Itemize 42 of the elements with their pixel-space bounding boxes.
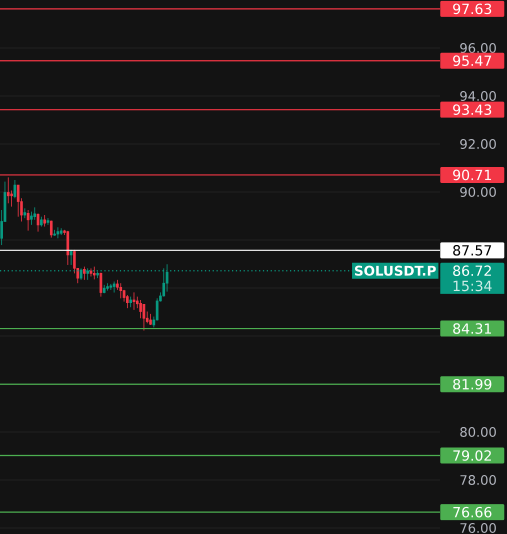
candlestick [36,212,40,232]
candlestick [132,292,136,310]
candlestick [16,184,20,218]
y-tick-label: 94.00 [460,91,496,101]
candlestick [92,266,96,280]
ref-line-label: 90.71 [453,170,492,180]
candlestick [26,210,30,232]
candlestick [70,249,72,266]
ref-line-label: 97.63 [453,4,492,14]
candlestick [142,304,146,331]
ref-line-label: 76.66 [453,506,492,518]
ref-line-label: 87.57 [453,245,492,256]
y-tick-label: 76.00 [460,523,496,533]
ref-line-label: 81.99 [453,378,492,390]
candlestick [56,226,60,239]
y-tick-label: 92.00 [460,139,496,149]
y-tick-label: 96.00 [460,43,496,53]
y-tick-label: 90.00 [460,187,496,197]
y-tick-label: 78.00 [460,475,496,485]
candlestick [30,211,33,226]
candlestick [129,296,132,308]
annotation: SOLUSDT.P [355,266,436,276]
ref-line-label: 95.47 [453,55,492,66]
text: 15:34 [454,280,492,292]
ref-line-label: 93.43 [453,104,492,115]
candlestick [50,220,53,238]
ref-line-label: 84.31 [453,323,492,334]
candlestick [112,281,116,293]
candlestick [6,176,10,204]
ref-line-label: 86.72 [453,265,491,276]
candlestick [149,314,152,326]
candlestick [119,282,122,299]
candlestick [100,272,102,298]
candlestick [10,190,13,208]
candlestick [14,180,16,199]
candlestick [156,298,158,322]
candlestick [139,300,142,319]
y-tick-label: 80.00 [460,427,496,437]
candlestick [43,214,46,227]
candlestick [23,208,26,219]
candlestick [40,216,43,227]
ref-line-label: 79.02 [453,450,491,461]
